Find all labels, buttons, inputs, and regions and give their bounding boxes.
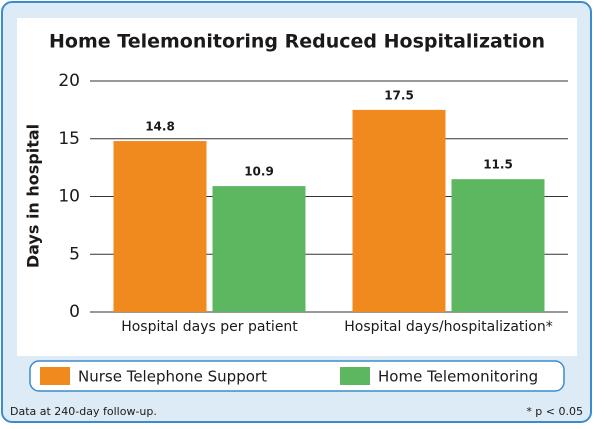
legend-swatch [40,367,70,385]
y-tick-label: 0 [69,302,80,322]
chart-title: Home Telemonitoring Reduced Hospitalizat… [49,31,545,53]
bar [212,186,306,312]
y-tick-label: 10 [58,187,80,207]
legend-box [29,360,565,392]
footnote: Data at 240-day follow-up. [10,405,157,418]
y-axis-label: Days in hospital [24,124,43,268]
y-tick-label: 15 [58,129,80,149]
bar [451,179,545,312]
legend-label: Nurse Telephone Support [78,368,267,386]
x-tick-label: Hospital days per patient [121,319,298,335]
legend-swatch [340,367,370,385]
footnote: * p < 0.05 [526,405,583,418]
value-label: 10.9 [244,165,274,179]
x-tick-label: Hospital days/hospitalization* [344,319,552,335]
legend-label: Home Telemonitoring [378,368,538,386]
bar [113,141,207,312]
y-tick-label: 20 [58,71,80,91]
value-label: 11.5 [483,158,513,172]
bar [352,109,446,312]
value-label: 17.5 [384,88,414,102]
y-tick-label: 5 [69,244,80,264]
value-label: 14.8 [145,120,175,134]
